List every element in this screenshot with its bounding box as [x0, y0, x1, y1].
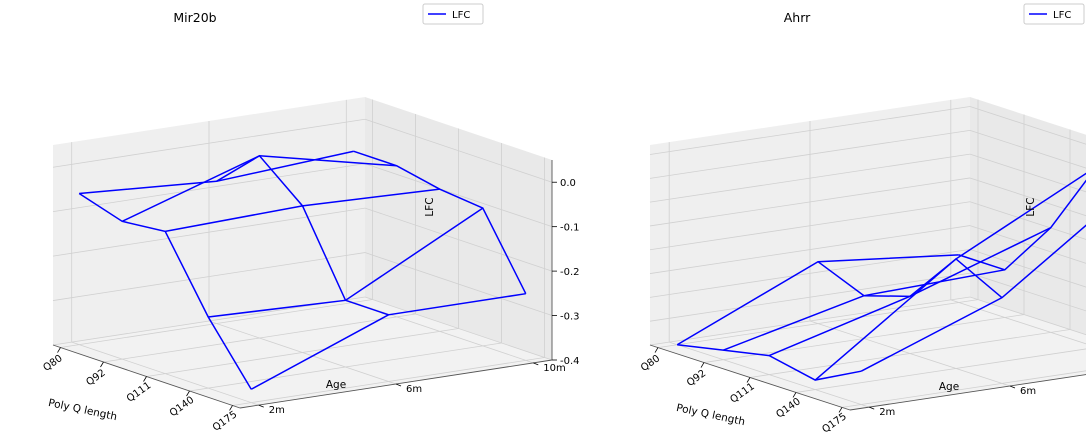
x-axis-label: Poly Q length	[675, 402, 746, 428]
gridline-z	[649, 153, 971, 203]
back-pane	[970, 97, 1086, 335]
x-tick	[143, 376, 147, 382]
series-line-Q140	[814, 172, 1086, 381]
x-axis-label: Poly Q length	[47, 397, 118, 423]
chart-title: Mir20b	[173, 10, 216, 25]
y-tick	[869, 406, 875, 410]
y-axis-label: Age	[939, 381, 959, 393]
gridline-z	[364, 296, 553, 361]
gridline-y	[950, 299, 1086, 345]
x-tick-label: Q80	[41, 353, 64, 374]
x-tick	[700, 362, 705, 368]
gridline-z	[969, 153, 1086, 193]
z-tick-label: -0.4	[560, 356, 580, 367]
x-tick-label: Q111	[125, 380, 153, 404]
x-tick-label: Q175	[211, 409, 239, 433]
series-line-Q92	[121, 155, 397, 223]
y-tick-label: 2m	[879, 407, 895, 418]
y-tick	[395, 383, 402, 387]
legend: LFC	[1023, 3, 1085, 25]
gridline-z	[52, 207, 366, 257]
z-axis-label: LFC	[1025, 197, 1037, 216]
series-line-Q80	[79, 150, 354, 195]
legend-box	[1023, 3, 1085, 25]
y-axis-label: Age	[326, 379, 346, 391]
z-axis-label: LFC	[424, 197, 436, 216]
x-tick-label: Q140	[168, 395, 196, 419]
x-tick-label: Q92	[84, 368, 107, 389]
gridline-y	[71, 341, 259, 406]
z-tick-label: -0.3	[560, 312, 580, 323]
plot-ahrr: Q80Q92Q111Q140Q1752m6m10m0.350.300.250.2…	[639, 3, 1086, 436]
legend-label: LFC	[1053, 10, 1071, 21]
gridline-y	[809, 320, 1011, 387]
x-tick	[186, 390, 190, 397]
gridline-z	[364, 118, 553, 183]
legend-box	[422, 3, 484, 25]
gridline-z	[649, 225, 971, 274]
series-line-Q175	[250, 292, 526, 390]
gridline-z	[969, 225, 1086, 264]
x-tick	[229, 405, 233, 411]
series-line-Q111	[165, 188, 440, 233]
x-tick-label: Q175	[820, 411, 848, 435]
gridline-z	[364, 252, 553, 316]
x-tick	[838, 407, 843, 413]
x-tick-label: Q140	[774, 396, 802, 420]
y-tick-label: 2m	[269, 405, 285, 416]
gridline-z	[969, 106, 1086, 145]
gridline-z	[649, 296, 971, 346]
gridline-z	[969, 249, 1086, 288]
gridline-z	[364, 163, 553, 228]
z-tick-label: -0.1	[560, 223, 580, 234]
y-tick-label: 6m	[1020, 386, 1036, 397]
x-tick-label: Q111	[728, 381, 756, 405]
gridline-z	[969, 129, 1086, 169]
z-tick-label: -0.2	[560, 267, 580, 278]
x-tick	[654, 347, 659, 353]
gridline-z	[649, 177, 971, 227]
y-tick	[1009, 385, 1016, 389]
gridline-z	[649, 106, 971, 155]
gridline-z	[649, 272, 971, 322]
series-line-Q92	[722, 269, 1005, 351]
x-tick-label: Q92	[685, 368, 708, 389]
y-tick	[258, 404, 264, 408]
plot-mir20b: Q80 Q92 Q111 Q140 Q175 2m 6m 10m 0.0 -0.1 -0.2 -0.3…	[41, 3, 580, 434]
legend-label: LFC	[452, 10, 470, 21]
gridline-z	[649, 201, 971, 251]
chart-title: Ahrr	[784, 10, 811, 25]
gridline-y	[669, 341, 870, 408]
gridline-z	[52, 163, 366, 213]
y-tick	[533, 362, 539, 366]
gridline-z	[969, 201, 1086, 240]
z-tick-label: 0.0	[560, 178, 576, 189]
gridline-z	[52, 118, 366, 168]
gridline-z	[52, 252, 366, 301]
gridline-z	[969, 177, 1086, 217]
series-line-Q175	[860, 224, 1086, 372]
x-tick-label: Q80	[639, 353, 662, 374]
gridline-z	[969, 272, 1086, 312]
gridline-z	[364, 207, 553, 272]
x-tick	[57, 347, 61, 353]
gridline-z	[649, 129, 971, 179]
x-tick	[792, 392, 797, 398]
x-tick	[746, 377, 751, 383]
series-line-Q111	[768, 226, 1052, 357]
x-tick	[100, 361, 104, 368]
series-line-Q80	[676, 254, 959, 346]
floor-pane	[650, 297, 1086, 410]
y-tick-label: 6m	[406, 384, 422, 395]
gridline-y	[208, 320, 397, 385]
gridline-z	[969, 296, 1086, 336]
legend: LFC	[422, 3, 484, 25]
series-line-Q140	[208, 207, 484, 318]
y-tick-label: 10m	[543, 363, 565, 374]
